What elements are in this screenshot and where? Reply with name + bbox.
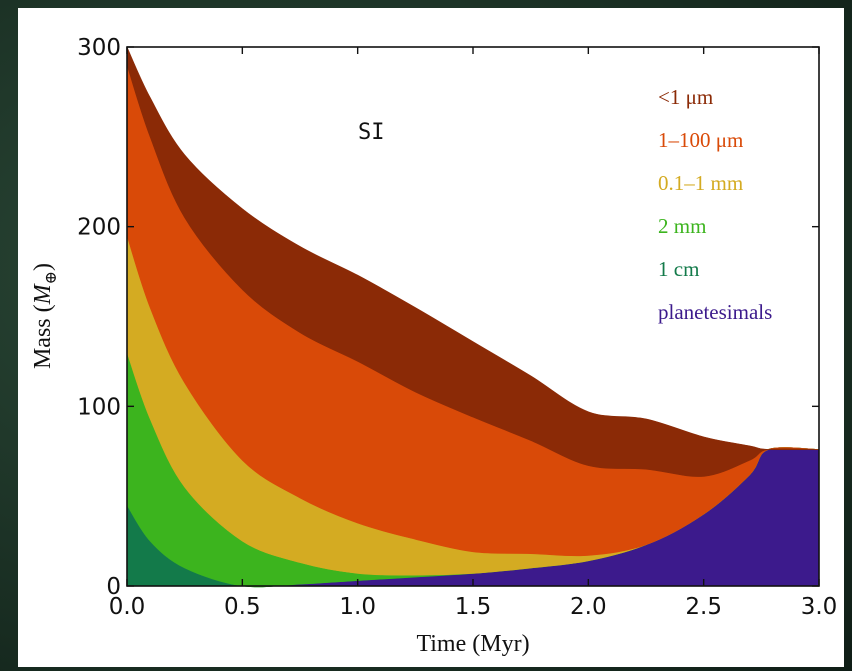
x-tick-label: 0.5	[224, 594, 261, 620]
y-axis-label-symbol: M	[30, 282, 56, 305]
x-tick-label: 0.0	[109, 594, 146, 620]
axis-ticks: 0.0 0.5 1.0 1.5 2.0 2.5 3.0 0 100 200 300	[77, 35, 837, 620]
y-tick-label: 300	[77, 35, 121, 61]
y-axis-label-subscript: ⊕	[43, 271, 60, 284]
y-axis-label-prefix: Mass (	[30, 304, 56, 369]
legend-entry: 1 cm	[658, 257, 699, 281]
y-tick-label: 0	[106, 574, 121, 600]
legend-entry: 1–100 μm	[658, 128, 743, 152]
x-tick-label: 3.0	[801, 594, 838, 620]
y-tick-label: 100	[77, 394, 121, 420]
legend: <1 μm 1–100 μm 0.1–1 mm 2 mm 1 cm planetesima…	[658, 85, 772, 324]
x-tick-label: 2.0	[570, 594, 607, 620]
legend-entry: 0.1–1 mm	[658, 171, 743, 195]
annotation-label: SI	[358, 120, 385, 145]
legend-entry: planetesimals	[658, 300, 772, 324]
y-tick-label: 200	[77, 215, 121, 241]
y-axis-label-suffix: )	[30, 263, 56, 271]
x-tick-label: 1.5	[455, 594, 492, 620]
y-axis-label: Mass (M⊕)	[30, 263, 60, 369]
legend-entry: 2 mm	[658, 214, 706, 238]
x-tick-label: 2.5	[685, 594, 722, 620]
x-tick-label: 1.0	[339, 594, 376, 620]
legend-entry: <1 μm	[658, 85, 713, 109]
x-axis-label: Time (Myr)	[416, 631, 529, 657]
